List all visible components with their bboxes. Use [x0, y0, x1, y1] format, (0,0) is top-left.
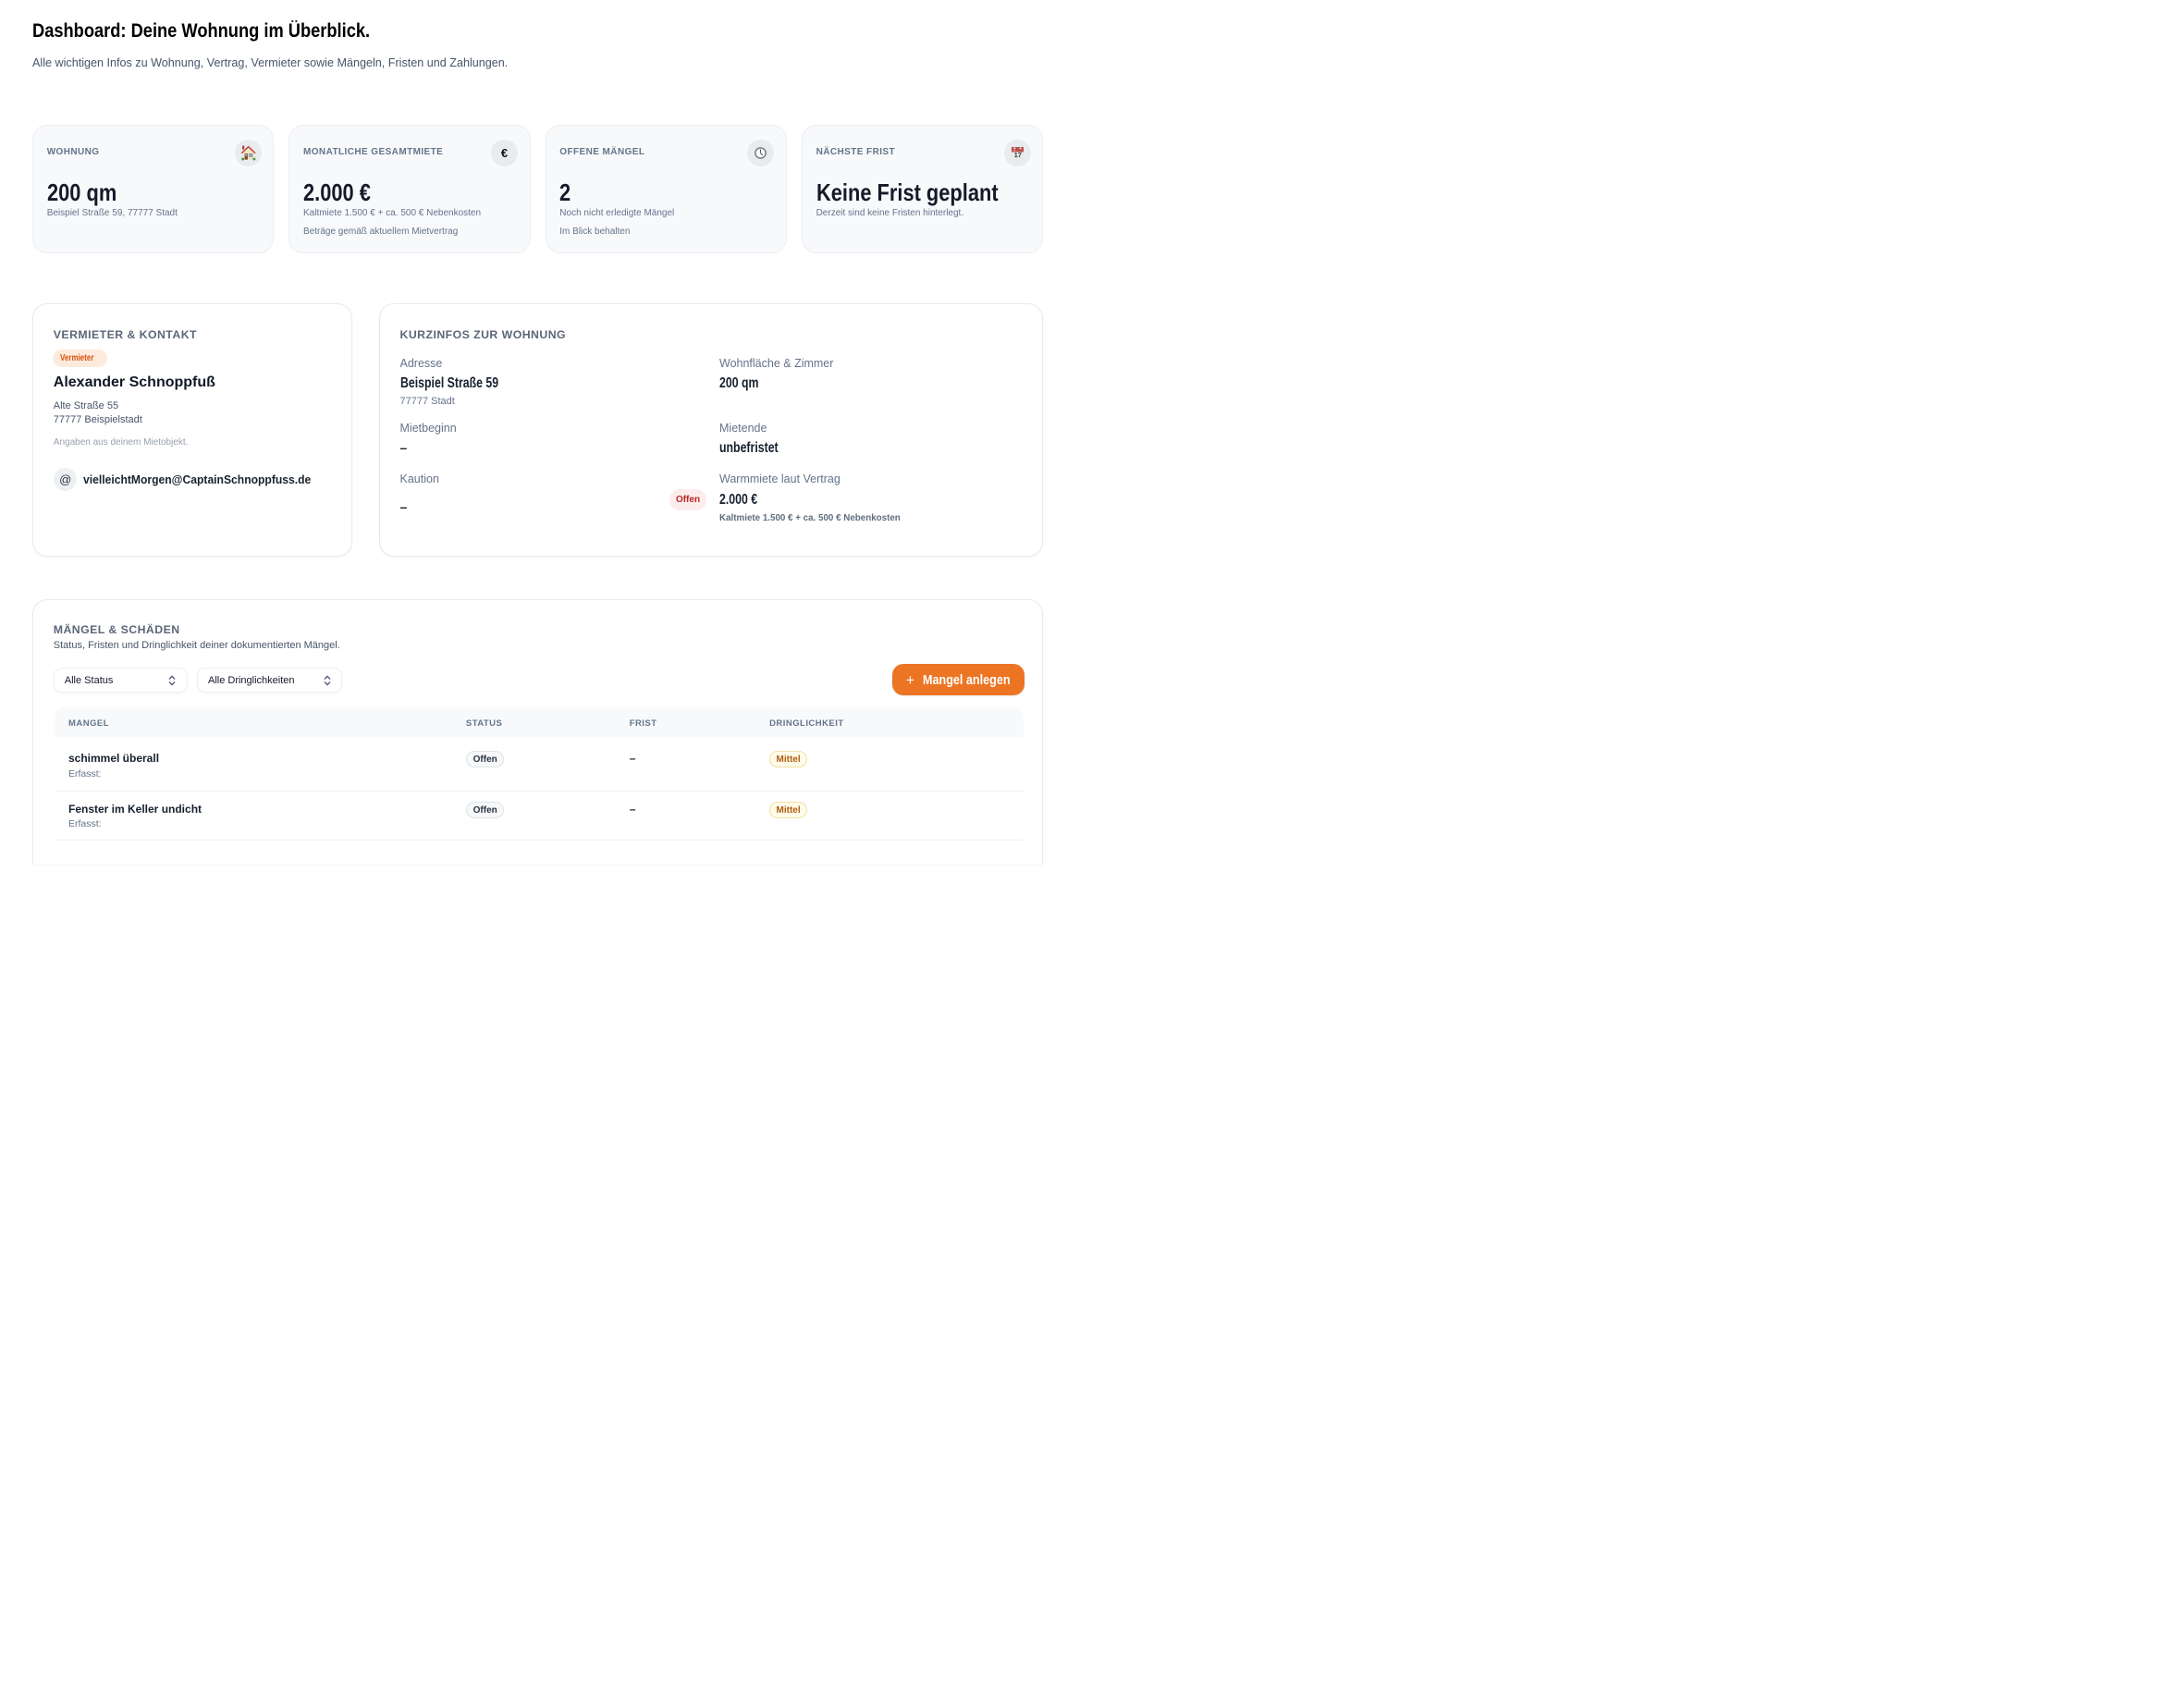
svg-text:17: 17 — [1013, 151, 1021, 159]
